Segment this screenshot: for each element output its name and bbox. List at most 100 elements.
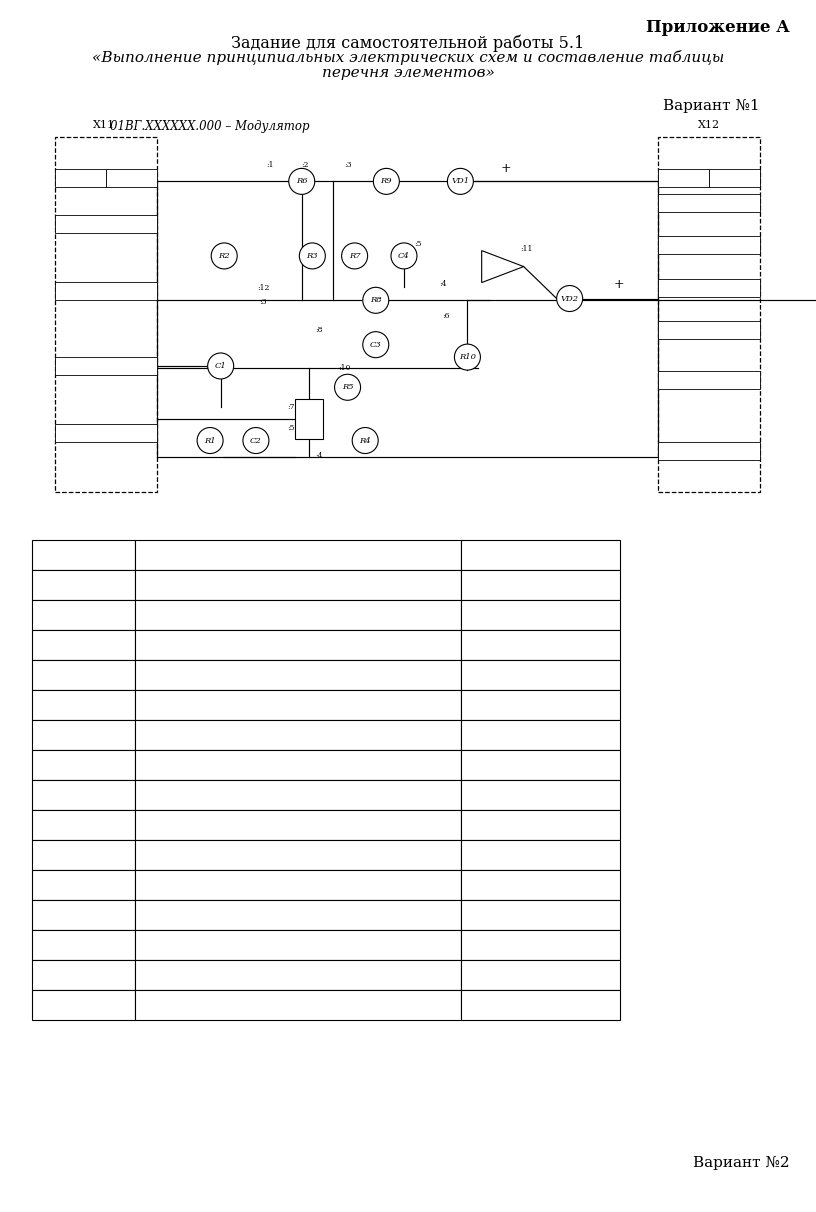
Bar	[55, 282, 157, 301]
Bar	[135, 570, 461, 600]
Text: 9с: 9с	[101, 219, 111, 228]
Bar	[461, 570, 620, 600]
Circle shape	[289, 168, 315, 194]
Text: :3: :3	[344, 161, 352, 170]
Text: 1: 1	[537, 698, 544, 711]
Text: 19с: 19с	[701, 376, 716, 384]
Text: 18с: 18с	[701, 199, 716, 206]
Text: X11: X11	[93, 120, 115, 130]
Text: Приложение А: Приложение А	[646, 19, 790, 36]
Text: D2: D2	[74, 728, 92, 742]
Text: D1: D1	[303, 416, 315, 423]
Text: R9: R9	[75, 879, 92, 892]
Bar	[461, 690, 620, 720]
Text: 3: 3	[537, 608, 544, 622]
Text: МЛТ-0,125-330 кОм...ТУ: МЛТ-0,125-330 кОм...ТУ	[143, 879, 304, 892]
Bar	[32, 990, 135, 1021]
Bar	[658, 194, 760, 212]
Text: 24с: 24с	[701, 284, 716, 292]
Bar	[106, 168, 157, 187]
Text: 1: 1	[537, 818, 544, 831]
Bar	[461, 810, 620, 840]
Bar	[32, 810, 135, 840]
Text: К155А6...ТУ: К155А6...ТУ	[143, 698, 224, 711]
Bar	[135, 630, 461, 661]
Bar	[55, 424, 157, 442]
Text: 1: 1	[537, 999, 544, 1012]
Text: 1с: 1с	[101, 287, 111, 296]
Text: C3: C3	[74, 639, 92, 652]
Text: +: +	[501, 162, 512, 176]
Text: 01ВГ.XXXXXX.000 – Модулятор: 01ВГ.XXXXXX.000 – Модулятор	[110, 120, 309, 133]
Text: :5: :5	[287, 424, 295, 433]
Text: C1,C2,C4: C1,C2,C4	[53, 608, 114, 622]
Text: :8: :8	[316, 326, 323, 335]
Bar	[55, 215, 157, 233]
Text: VD2: VD2	[561, 295, 579, 303]
Text: Конт: Конт	[122, 173, 141, 182]
Text: R1: R1	[204, 436, 216, 445]
Text: Цепь: Цепь	[725, 173, 745, 182]
Text: :1: :1	[266, 161, 274, 170]
Bar	[135, 781, 461, 810]
Circle shape	[455, 344, 481, 370]
Bar	[461, 990, 620, 1021]
Bar	[461, 630, 620, 661]
Text: VD1: VD1	[451, 177, 469, 185]
Bar	[32, 901, 135, 930]
Text: :11: :11	[520, 245, 532, 253]
Bar	[135, 901, 461, 930]
Circle shape	[211, 242, 237, 269]
Bar	[461, 870, 620, 901]
Text: R5: R5	[75, 818, 92, 831]
Text: :2: :2	[302, 161, 309, 170]
Bar	[32, 750, 135, 781]
Bar	[135, 960, 461, 990]
Text: 1: 1	[537, 909, 544, 921]
Text: D1: D1	[74, 698, 92, 711]
Bar	[32, 570, 135, 600]
Text: К553УД2: К553УД2	[143, 728, 204, 742]
Bar	[658, 371, 760, 389]
Circle shape	[557, 286, 583, 311]
Text: Конденсаторы: Конденсаторы	[196, 578, 297, 591]
Bar	[135, 840, 461, 870]
Text: 4с: 4с	[101, 362, 111, 370]
Bar	[658, 137, 760, 492]
Text: R1,R3,R4,R7,R8: R1,R3,R4,R7,R8	[32, 789, 135, 801]
Text: Микросхемы: Микросхемы	[204, 669, 290, 681]
Text: 5: 5	[537, 789, 544, 801]
Bar	[32, 960, 135, 990]
Text: R8: R8	[370, 296, 382, 304]
Polygon shape	[481, 251, 524, 282]
Text: R10: R10	[459, 353, 476, 361]
Text: 1: 1	[537, 728, 544, 742]
Text: :5: :5	[415, 240, 422, 247]
Bar	[135, 541, 461, 570]
Bar	[135, 720, 461, 750]
Text: +: +	[614, 278, 624, 291]
Bar	[32, 781, 135, 810]
Bar	[461, 901, 620, 930]
Bar	[461, 750, 620, 781]
Circle shape	[363, 287, 388, 313]
Text: C2: C2	[250, 436, 262, 445]
Text: :6: :6	[442, 313, 450, 320]
Text: R5: R5	[342, 383, 353, 391]
Text: R9: R9	[380, 177, 392, 185]
Text: R6: R6	[296, 177, 308, 185]
Bar	[135, 750, 461, 781]
Bar	[32, 690, 135, 720]
Bar	[55, 168, 106, 187]
Bar	[461, 600, 620, 630]
Circle shape	[363, 332, 388, 358]
Text: МЛТ-0,125-62 кОм...ТУ: МЛТ-0,125-62 кОм...ТУ	[143, 848, 296, 862]
Circle shape	[447, 168, 473, 194]
Bar	[658, 442, 760, 461]
Circle shape	[374, 168, 399, 194]
Text: перечня элементов»: перечня элементов»	[322, 65, 494, 80]
Text: C3: C3	[370, 341, 382, 349]
Bar	[32, 630, 135, 661]
Text: 1: 1	[537, 639, 544, 652]
Text: :7: :7	[287, 402, 295, 411]
